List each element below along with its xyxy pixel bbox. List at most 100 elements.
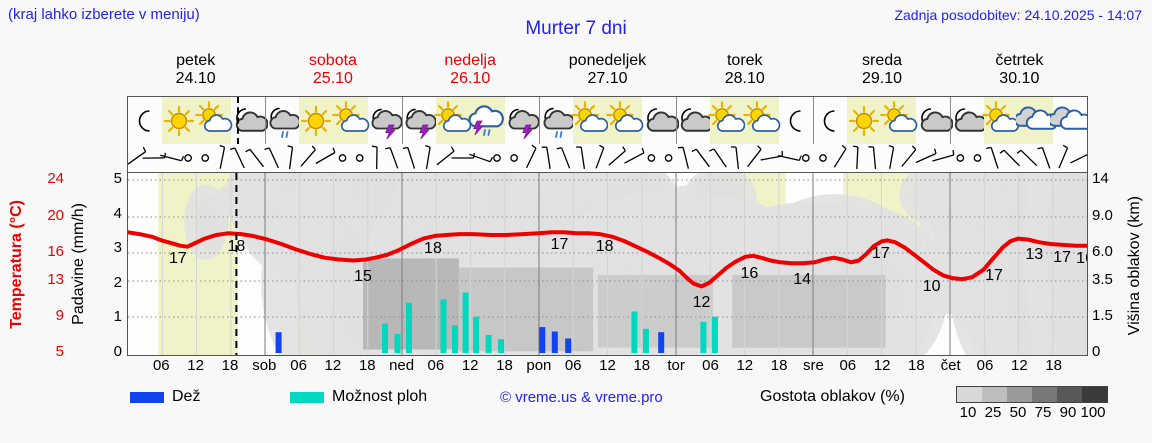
day-header-row: petek 24.10 sobota 25.10 nedelja 26.10 ponedel… bbox=[127, 52, 1088, 94]
temperature-tick: 24 bbox=[47, 170, 64, 187]
copyright-link[interactable]: © vreme.us & vreme.pro bbox=[500, 389, 663, 406]
last-update-text: Zadnja posodobitev: 24.10.2025 - 14:07 bbox=[894, 7, 1142, 23]
x-tick-label: 12 bbox=[461, 357, 479, 374]
weather-icon-cell bbox=[571, 97, 609, 144]
cloud-height-tick: 14 bbox=[1092, 170, 1109, 187]
weather-icon-cell bbox=[844, 97, 884, 144]
moon-icon-wrap bbox=[810, 101, 850, 141]
x-tick-label: 06 bbox=[152, 357, 170, 374]
x-tick-label: 12 bbox=[873, 357, 891, 374]
cloud-density-swatch bbox=[1057, 387, 1082, 402]
moon-cloud-icon bbox=[646, 107, 680, 132]
weather-icon-cell bbox=[468, 97, 505, 144]
sun-cloud-icon bbox=[742, 100, 780, 132]
day-date: 25.10 bbox=[312, 69, 353, 87]
weather-icon-cell bbox=[265, 97, 301, 144]
precip-bar bbox=[275, 332, 282, 353]
cloud-density-ramp-labels: 10 25 50 75 90 100 bbox=[950, 404, 1150, 424]
cloud-density-swatch bbox=[957, 387, 982, 402]
cloud-density-legend: Gostota oblakov (%) 10 25 50 75 90 100 bbox=[760, 386, 1140, 434]
cloud-density-tick: 90 bbox=[1059, 404, 1077, 421]
day-name: sobota bbox=[308, 52, 357, 69]
day-separator bbox=[950, 97, 951, 144]
x-tick-label: 12 bbox=[324, 357, 342, 374]
precip-bar bbox=[539, 327, 546, 353]
cloud-rain-icon bbox=[468, 104, 504, 136]
cloud-height-tick: 0 bbox=[1092, 343, 1101, 360]
precipitation-axis-title-label: Padavine (mm/h) bbox=[70, 203, 87, 325]
wind-barbs-svg bbox=[128, 144, 1087, 170]
cloud-icon-wrap bbox=[1047, 101, 1087, 141]
weather-icon-cell bbox=[539, 97, 575, 144]
moon-cloud-icon-wrap bbox=[913, 101, 954, 141]
temperature-value-label: 15 bbox=[354, 267, 372, 285]
precip-bar bbox=[462, 292, 469, 353]
precip-bar bbox=[700, 321, 707, 353]
menu-hint-text: (kraj lahko izberete v meniju) bbox=[8, 6, 200, 23]
temperature-curve bbox=[128, 230, 1087, 289]
temperature-tick: 9 bbox=[55, 307, 64, 324]
moon-cloud-icon bbox=[920, 107, 954, 132]
temperature-axis-title-label: Temperatura (°C) bbox=[8, 199, 25, 329]
weather-icon-row bbox=[127, 96, 1088, 144]
cloud-density-legend-title: Gostota oblakov (%) bbox=[760, 388, 905, 405]
x-tick-label: 06 bbox=[839, 357, 857, 374]
cloud-density-swatch bbox=[1007, 387, 1032, 402]
sun-cloud-icon bbox=[605, 100, 643, 132]
weather-icon-cell bbox=[707, 97, 747, 144]
cloud-height-axis-ticks: 14 9.0 6.0 3.5 1.5 0 bbox=[1092, 160, 1126, 370]
precip-bar bbox=[498, 339, 505, 353]
sun-cloud-icon bbox=[708, 100, 746, 132]
day-header-sreda: sreda 29.10 bbox=[813, 52, 950, 94]
day-header-sobota: sobota 25.10 bbox=[264, 52, 401, 94]
weather-icon-cell bbox=[982, 97, 1020, 144]
x-tick-label: 06 bbox=[290, 357, 307, 374]
weather-icon-cell bbox=[779, 97, 813, 144]
sun-icon bbox=[301, 105, 332, 136]
moon-storm-icon bbox=[405, 108, 437, 139]
cloud-height-axis-title: Višina oblakov (km) bbox=[1122, 166, 1148, 366]
precipitation-tick: 3 bbox=[113, 239, 122, 256]
x-axis-tick-labels: 06 12 18 sob 06 12 18 ned 06 12 18 pon 06 12 18 tor 06 12… bbox=[127, 357, 1088, 379]
sun-cloud-icon-wrap bbox=[707, 100, 747, 141]
precip-bar bbox=[711, 316, 718, 353]
legend-label-showers: Možnost ploh bbox=[332, 388, 428, 405]
sun-cloud-icon-wrap bbox=[742, 100, 782, 141]
day-name: ponedeljek bbox=[568, 52, 647, 69]
cloud-height-tick: 6.0 bbox=[1092, 243, 1113, 260]
precipitation-tick: 4 bbox=[113, 205, 122, 222]
weather-icon-cell bbox=[676, 97, 714, 144]
temperature-value-label: 12 bbox=[692, 294, 711, 312]
day-date: 24.10 bbox=[175, 69, 216, 87]
cloud-density-swatch bbox=[982, 387, 1007, 402]
cloud-height-tick: 9.0 bbox=[1092, 207, 1113, 224]
weather-icon-cell bbox=[742, 97, 782, 144]
temperature-tick: 13 bbox=[47, 271, 64, 288]
weather-icon-cell bbox=[162, 97, 197, 144]
x-tick-label: 12 bbox=[599, 357, 616, 374]
cloud-density-tick: 75 bbox=[1034, 404, 1052, 421]
temperature-value-label: 16 bbox=[740, 264, 759, 282]
day-separator bbox=[813, 97, 814, 144]
precip-bar bbox=[382, 323, 388, 353]
x-tick-label: 18 bbox=[770, 357, 788, 374]
day-header-nedelja: nedelja 26.10 bbox=[402, 52, 539, 94]
day-date: 26.10 bbox=[450, 69, 491, 87]
sun-icon bbox=[164, 105, 195, 136]
day-date: 29.10 bbox=[862, 69, 903, 87]
legend-label-rain: Dež bbox=[172, 388, 201, 405]
day-header-ponedeljek: ponedeljek 27.10 bbox=[539, 52, 676, 94]
sun-icon-wrap bbox=[296, 101, 336, 141]
cloud-height-axis-title-label: Višina oblakov (km) bbox=[1126, 196, 1143, 336]
weather-icon-cell bbox=[1013, 97, 1059, 144]
day-header-četrtek: četrtek 30.10 bbox=[951, 52, 1088, 94]
cloud-height-tick: 3.5 bbox=[1092, 271, 1113, 288]
legend-item-showers: Možnost ploh bbox=[290, 388, 427, 406]
sun-cloud-icon-wrap bbox=[194, 100, 234, 141]
sun-icon-wrap bbox=[844, 101, 884, 141]
precip-bar bbox=[394, 334, 401, 353]
moon-icon bbox=[823, 109, 835, 132]
moon-storm-icon-wrap bbox=[399, 101, 439, 141]
sun-cloud-icon bbox=[879, 100, 917, 132]
precip-bar bbox=[551, 331, 558, 353]
